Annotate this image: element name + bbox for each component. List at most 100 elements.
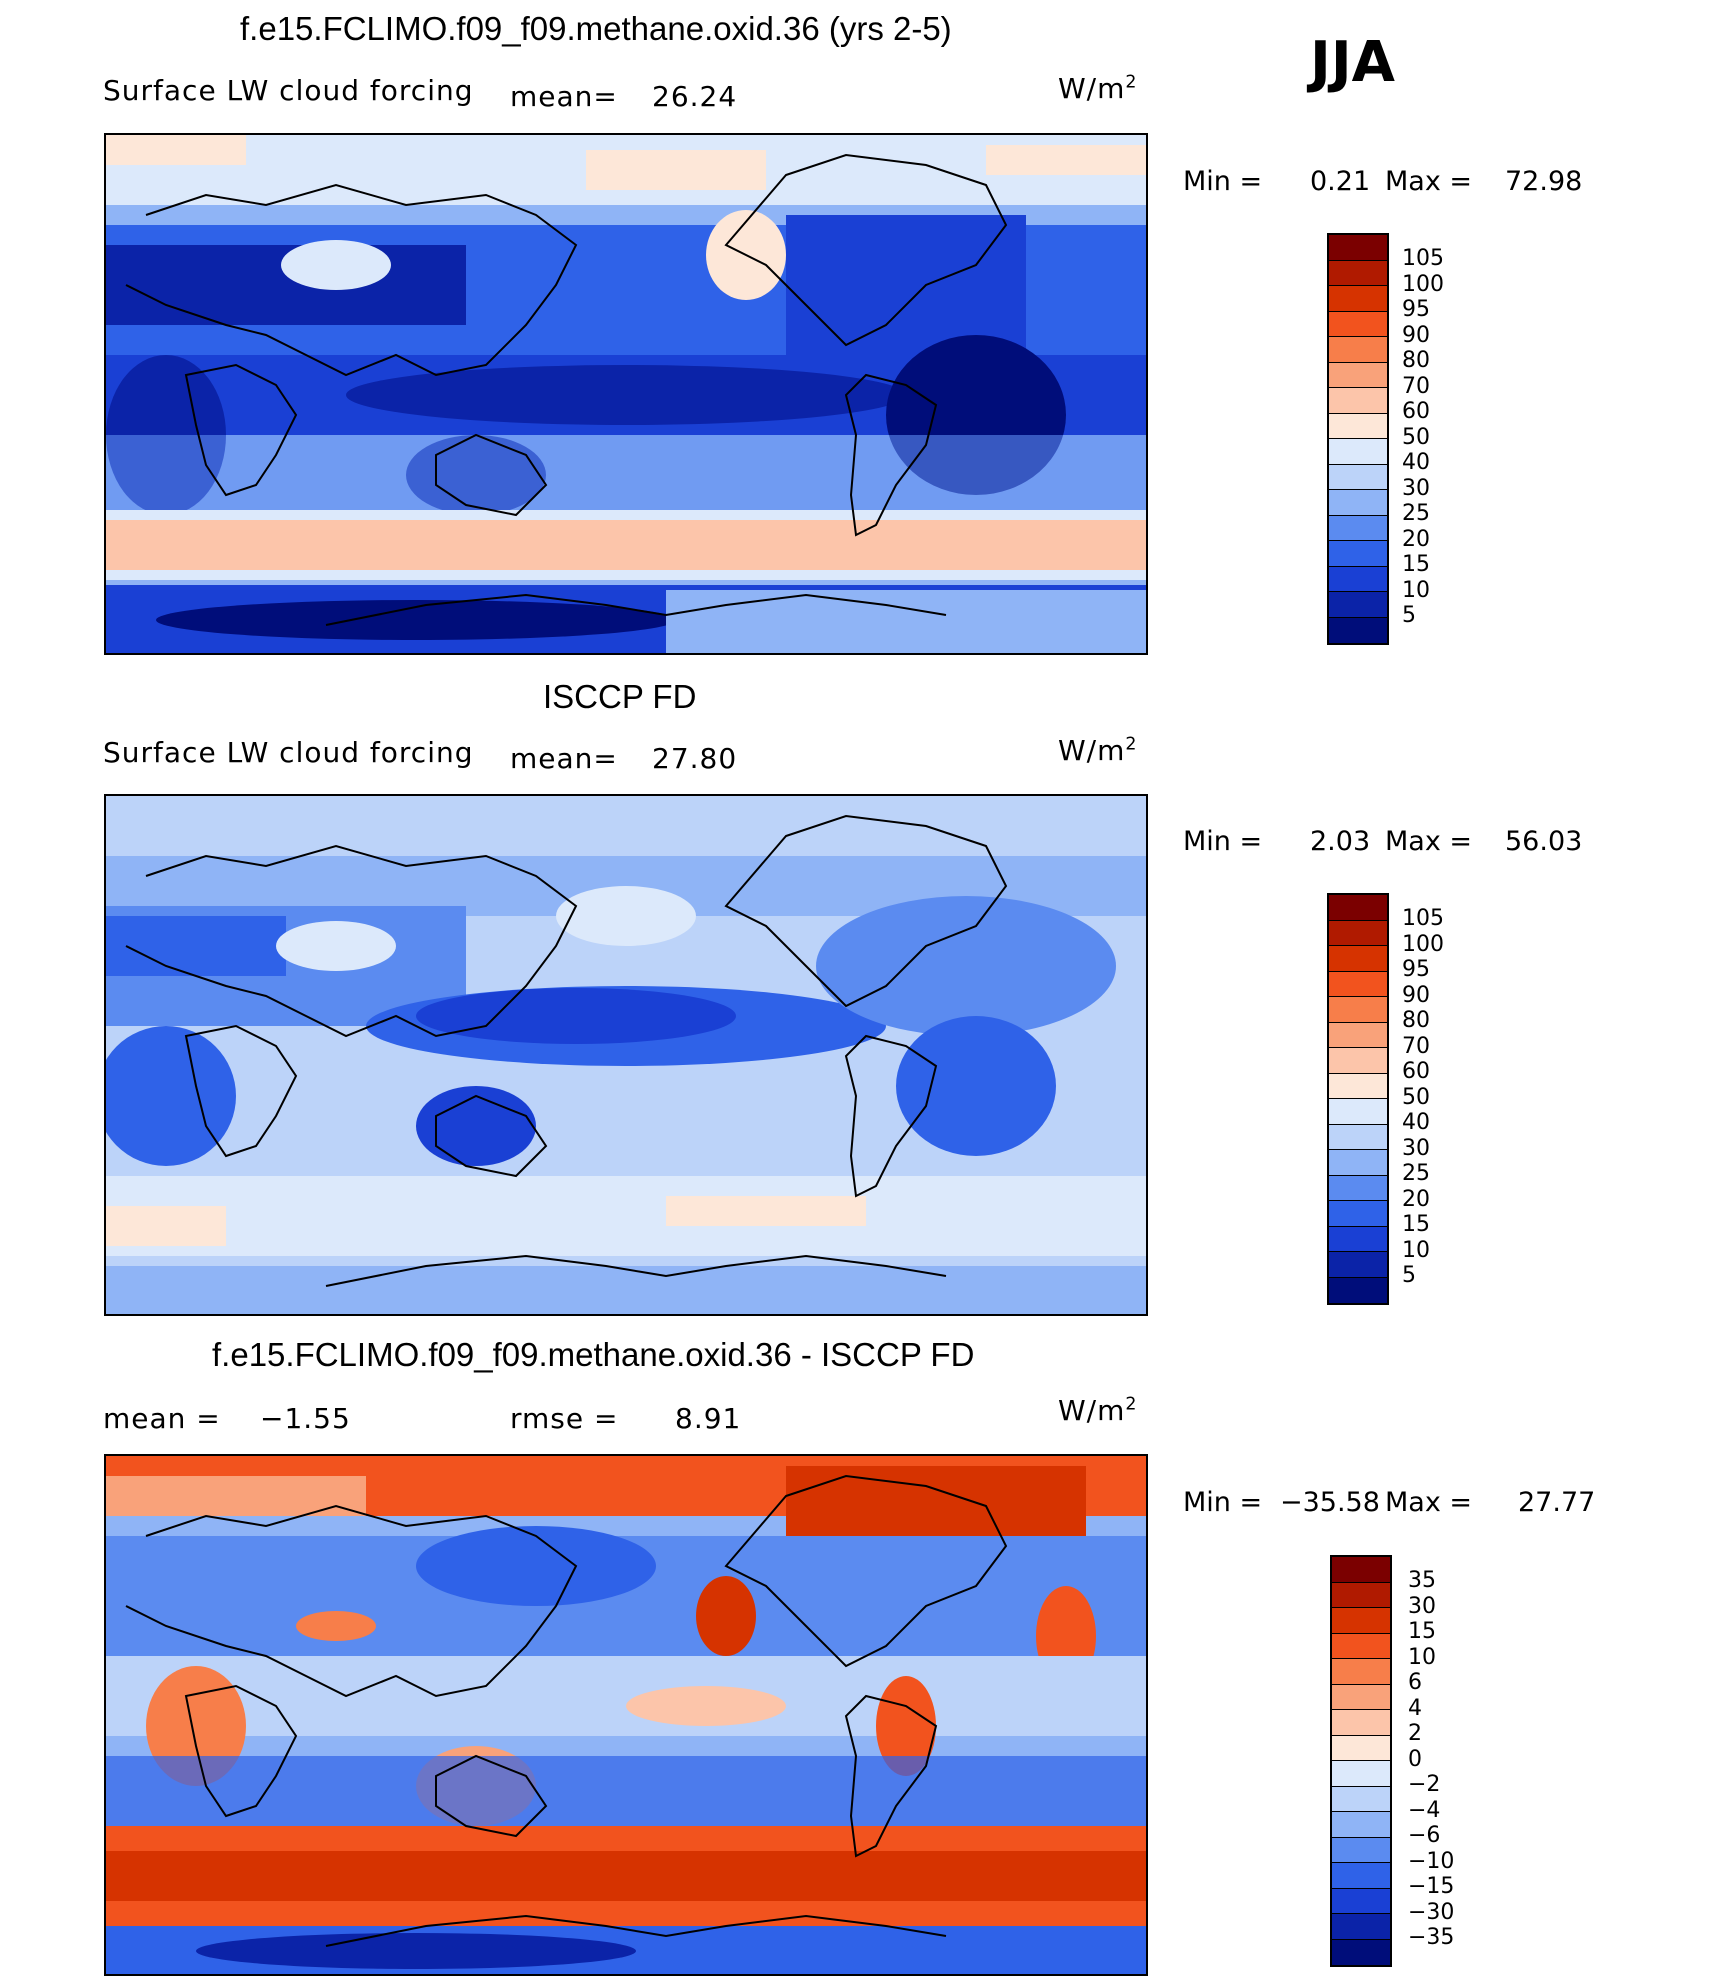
panel2-colorbar bbox=[1327, 893, 1389, 1305]
colorbar-swatch bbox=[1332, 1761, 1390, 1787]
panel3-map bbox=[104, 1454, 1148, 1976]
colorbar-swatch bbox=[1329, 362, 1387, 388]
colorbar-swatch bbox=[1329, 464, 1387, 490]
colorbar-swatch bbox=[1332, 1888, 1390, 1914]
panel3-title: f.e15.FCLIMO.f09_f09.methane.oxid.36 - I… bbox=[212, 1336, 975, 1373]
colorbar-swatch bbox=[1332, 1684, 1390, 1710]
panel2-units: W/m2 bbox=[1058, 734, 1138, 767]
colorbar-label: 50 bbox=[1402, 424, 1430, 450]
colorbar-label: 105 bbox=[1402, 906, 1444, 931]
colorbar-label: −15 bbox=[1408, 1874, 1455, 1899]
colorbar-label: 0 bbox=[1408, 1746, 1422, 1772]
colorbar-label: 60 bbox=[1402, 399, 1430, 424]
colorbar-swatch bbox=[1329, 1022, 1387, 1048]
panel2-title: ISCCP FD bbox=[543, 678, 697, 715]
colorbar-swatch bbox=[1332, 1582, 1390, 1608]
colorbar-label: −2 bbox=[1408, 1772, 1441, 1797]
panel2-variable: Surface LW cloud forcing bbox=[103, 736, 474, 769]
colorbar-swatch bbox=[1329, 1073, 1387, 1099]
colorbar-swatch bbox=[1329, 971, 1387, 997]
panel1-colorbar bbox=[1327, 233, 1389, 645]
panel1-mean-label: mean= bbox=[510, 80, 618, 113]
season-label: JJA bbox=[1310, 30, 1396, 95]
colorbar-swatch bbox=[1329, 439, 1387, 465]
panel2-min-value: 2.03 bbox=[1310, 826, 1371, 857]
colorbar-label: 90 bbox=[1402, 982, 1430, 1008]
panel1-max-value: 72.98 bbox=[1505, 166, 1583, 197]
colorbar-swatch bbox=[1329, 337, 1387, 363]
colorbar-swatch bbox=[1332, 1735, 1390, 1761]
colorbar-swatch bbox=[1329, 566, 1387, 592]
colorbar-label: 105 bbox=[1402, 246, 1444, 271]
panel1-mean-value: 26.24 bbox=[652, 80, 738, 113]
colorbar-label: 5 bbox=[1402, 603, 1416, 628]
panel3-max-value: 27.77 bbox=[1518, 1487, 1596, 1518]
colorbar-label: 95 bbox=[1402, 297, 1430, 322]
panel3-units: W/m2 bbox=[1058, 1394, 1138, 1427]
colorbar-label: 25 bbox=[1402, 1161, 1430, 1186]
panel3-mean-label: mean = bbox=[103, 1402, 221, 1435]
colorbar-label: 60 bbox=[1402, 1059, 1430, 1084]
panel1-variable: Surface LW cloud forcing bbox=[103, 74, 474, 107]
panel1-max-label: Max = bbox=[1385, 166, 1473, 197]
colorbar-label: 90 bbox=[1402, 322, 1430, 348]
colorbar-swatch bbox=[1332, 1837, 1390, 1863]
panel2-min-label: Min = bbox=[1183, 826, 1263, 857]
colorbar-swatch bbox=[1329, 617, 1387, 643]
colorbar-swatch bbox=[1332, 1557, 1390, 1583]
panel1-min-value: 0.21 bbox=[1310, 166, 1371, 197]
panel3-colorbar bbox=[1330, 1555, 1392, 1967]
colorbar-label: −4 bbox=[1408, 1797, 1441, 1823]
panel3-min-label: Min = bbox=[1183, 1487, 1263, 1518]
colorbar-label: 100 bbox=[1402, 931, 1444, 957]
colorbar-swatch bbox=[1332, 1710, 1390, 1736]
colorbar-swatch bbox=[1329, 1252, 1387, 1278]
colorbar-label: 40 bbox=[1402, 450, 1430, 475]
panel2-mean-value: 27.80 bbox=[652, 742, 738, 775]
panel3-max-label: Max = bbox=[1385, 1487, 1473, 1518]
colorbar-swatch bbox=[1329, 1277, 1387, 1303]
panel1-min-label: Min = bbox=[1183, 166, 1263, 197]
colorbar-swatch bbox=[1329, 1175, 1387, 1201]
colorbar-swatch bbox=[1329, 997, 1387, 1023]
colorbar-label: 10 bbox=[1408, 1644, 1436, 1670]
colorbar-swatch bbox=[1329, 541, 1387, 567]
colorbar-label: 40 bbox=[1402, 1110, 1430, 1135]
panel1-units: W/m2 bbox=[1058, 72, 1138, 105]
colorbar-swatch bbox=[1329, 260, 1387, 286]
colorbar-label: 4 bbox=[1408, 1695, 1422, 1721]
colorbar-label: −35 bbox=[1408, 1925, 1455, 1950]
colorbar-label: 80 bbox=[1402, 1008, 1430, 1033]
colorbar-label: 80 bbox=[1402, 348, 1430, 373]
colorbar-swatch bbox=[1329, 1226, 1387, 1252]
colorbar-label: 10 bbox=[1402, 1237, 1430, 1263]
colorbar-swatch bbox=[1329, 1201, 1387, 1227]
colorbar-swatch bbox=[1332, 1608, 1390, 1634]
panel1-map bbox=[104, 133, 1148, 655]
colorbar-label: 30 bbox=[1408, 1593, 1436, 1619]
panel3-min-value: −35.58 bbox=[1280, 1487, 1380, 1518]
colorbar-swatch bbox=[1329, 235, 1387, 261]
panel2-mean-label: mean= bbox=[510, 742, 618, 775]
colorbar-swatch bbox=[1332, 1863, 1390, 1889]
panel2-max-value: 56.03 bbox=[1505, 826, 1583, 857]
colorbar-label: 20 bbox=[1402, 1186, 1430, 1212]
colorbar-label: 10 bbox=[1402, 577, 1430, 603]
colorbar-label: 2 bbox=[1408, 1721, 1422, 1746]
colorbar-label: 30 bbox=[1402, 1135, 1430, 1161]
colorbar-swatch bbox=[1329, 1099, 1387, 1125]
colorbar-swatch bbox=[1332, 1939, 1390, 1965]
colorbar-label: 35 bbox=[1408, 1568, 1436, 1593]
colorbar-label: 20 bbox=[1402, 526, 1430, 552]
colorbar-swatch bbox=[1332, 1633, 1390, 1659]
colorbar-swatch bbox=[1329, 311, 1387, 337]
colorbar-swatch bbox=[1329, 1124, 1387, 1150]
panel2-max-label: Max = bbox=[1385, 826, 1473, 857]
colorbar-swatch bbox=[1329, 592, 1387, 618]
colorbar-swatch bbox=[1332, 1812, 1390, 1838]
colorbar-label: −6 bbox=[1408, 1823, 1441, 1848]
panel2-map bbox=[104, 794, 1148, 1316]
colorbar-label: 25 bbox=[1402, 501, 1430, 526]
colorbar-label: 50 bbox=[1402, 1084, 1430, 1110]
panel1-title: f.e15.FCLIMO.f09_f09.methane.oxid.36 (yr… bbox=[240, 10, 952, 47]
